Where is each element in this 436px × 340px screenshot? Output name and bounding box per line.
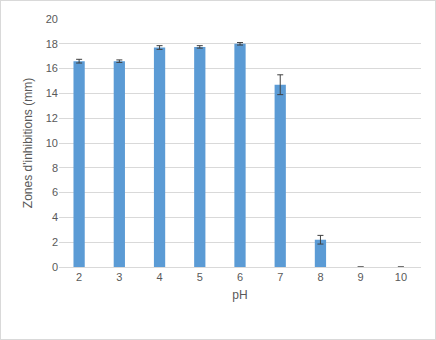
svg-text:12: 12 xyxy=(46,112,58,124)
svg-text:6: 6 xyxy=(237,271,243,283)
svg-text:9: 9 xyxy=(358,271,364,283)
svg-text:20: 20 xyxy=(46,13,58,25)
svg-text:6: 6 xyxy=(52,186,58,198)
svg-text:2: 2 xyxy=(76,271,82,283)
svg-text:16: 16 xyxy=(46,62,58,74)
svg-text:2: 2 xyxy=(52,236,58,248)
svg-text:7: 7 xyxy=(277,271,283,283)
svg-text:3: 3 xyxy=(116,271,122,283)
svg-text:4: 4 xyxy=(52,211,58,223)
svg-text:Zones d'inhibitions (mm): Zones d'inhibitions (mm) xyxy=(21,78,35,208)
svg-text:14: 14 xyxy=(46,87,58,99)
svg-text:pH: pH xyxy=(232,288,247,302)
svg-text:0: 0 xyxy=(52,261,58,273)
svg-text:18: 18 xyxy=(46,38,58,50)
svg-text:8: 8 xyxy=(52,162,58,174)
svg-text:8: 8 xyxy=(317,271,323,283)
svg-text:10: 10 xyxy=(46,137,58,149)
svg-text:5: 5 xyxy=(197,271,203,283)
svg-text:10: 10 xyxy=(395,271,407,283)
svg-text:4: 4 xyxy=(156,271,162,283)
